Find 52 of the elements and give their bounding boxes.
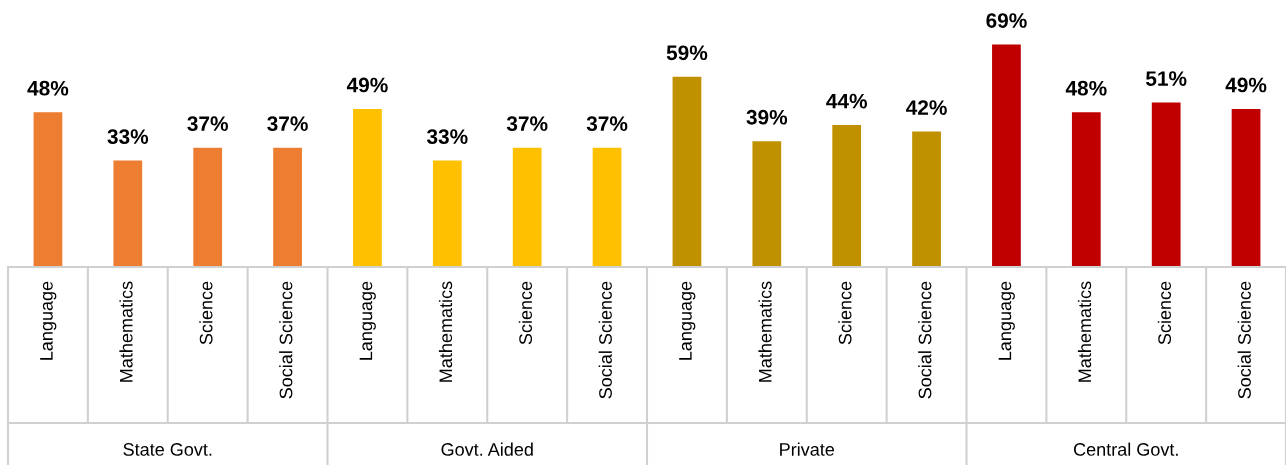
x-tick-label: Science xyxy=(838,281,852,345)
bar xyxy=(273,147,302,267)
data-label: 37% xyxy=(187,116,228,132)
bar xyxy=(912,131,941,267)
data-label: 59% xyxy=(666,45,708,61)
bar xyxy=(193,147,223,267)
text: State Govt. xyxy=(123,443,212,456)
text: Govt. Aided xyxy=(441,442,533,456)
x-tick-label: Mathematics xyxy=(758,281,772,382)
text: Central Govt. xyxy=(1073,442,1178,456)
x-tick-label: Social Science xyxy=(598,281,612,399)
x-tick-label: Language xyxy=(359,281,376,360)
data-label: 48% xyxy=(1065,80,1107,96)
x-tick-label: Language xyxy=(679,281,696,360)
bar xyxy=(832,125,862,267)
bar xyxy=(1151,102,1181,267)
bar xyxy=(1071,112,1101,267)
bar xyxy=(672,76,702,267)
bar xyxy=(1231,108,1261,267)
data-label: 33% xyxy=(426,129,468,144)
bar xyxy=(512,147,542,267)
data-label: 51% xyxy=(1145,71,1187,86)
x-tick-label: Science xyxy=(1157,281,1172,345)
x-tick-label: Social Science xyxy=(1237,281,1251,399)
data-label: 49% xyxy=(1225,77,1267,93)
bar xyxy=(353,108,382,267)
bar xyxy=(752,141,782,267)
data-label: 37% xyxy=(506,116,548,132)
x-tick-label: Language xyxy=(40,281,57,360)
x-tick-label: Mathematics xyxy=(1077,281,1092,382)
bar xyxy=(113,160,143,267)
data-label: 44% xyxy=(826,93,867,109)
x-tick-label: Science xyxy=(199,281,213,345)
x-tick-label: Social Science xyxy=(918,281,932,399)
data-label: 69% xyxy=(986,13,1027,28)
bar xyxy=(432,160,462,267)
x-tick-label: Language xyxy=(998,281,1015,360)
data-label: 39% xyxy=(746,109,788,125)
data-label: 49% xyxy=(346,77,388,93)
data-label: 42% xyxy=(906,100,947,115)
data-label: 33% xyxy=(107,129,149,144)
x-tick-label: Social Science xyxy=(279,281,293,399)
x-tick-label: Mathematics xyxy=(438,281,453,382)
data-label: 37% xyxy=(267,116,308,132)
data-label: 48% xyxy=(27,80,69,96)
x-tick-label: Mathematics xyxy=(119,281,133,382)
bar xyxy=(992,44,1021,267)
bar xyxy=(592,147,622,267)
data-label: 37% xyxy=(586,116,628,132)
text: Private xyxy=(780,442,835,456)
x-tick-label: Science xyxy=(518,281,533,345)
bar xyxy=(33,112,63,267)
